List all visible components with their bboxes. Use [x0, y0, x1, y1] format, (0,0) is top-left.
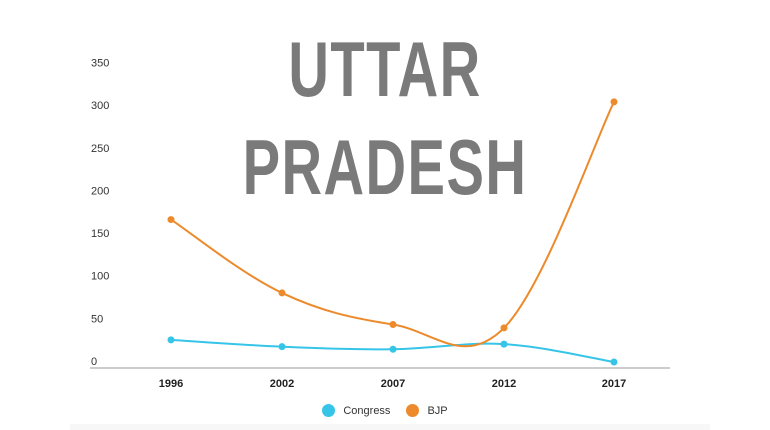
data-point[interactable] — [610, 98, 618, 106]
y-tick-label: 200 — [91, 185, 109, 197]
footer-band — [70, 424, 710, 430]
y-tick-label: 100 — [91, 271, 109, 283]
y-tick-label: 150 — [91, 228, 109, 240]
legend-label: Congress — [343, 404, 391, 417]
x-tick-label: 2002 — [270, 378, 294, 390]
series-lines — [167, 98, 618, 366]
x-tick-label: 2007 — [381, 378, 405, 390]
data-point[interactable] — [167, 216, 175, 224]
x-axis-labels: 1996 2002 2007 2012 2017 — [159, 378, 626, 390]
title-line-1: UTTAR — [288, 25, 482, 113]
x-tick-label: 1996 — [159, 378, 183, 390]
legend-item-congress[interactable]: Congress — [322, 404, 390, 417]
title-line-2: PRADESH — [242, 123, 528, 211]
data-point[interactable] — [500, 340, 508, 348]
y-tick-label: 0 — [91, 356, 97, 368]
y-tick-label: 250 — [91, 143, 109, 155]
data-point[interactable] — [500, 324, 508, 332]
legend-item-bjp[interactable]: BJP — [406, 404, 448, 417]
data-point[interactable] — [278, 289, 286, 297]
bjp-dot-icon — [406, 404, 420, 417]
x-tick-label: 2017 — [602, 378, 626, 390]
y-tick-label: 300 — [91, 100, 109, 112]
y-tick-label: 350 — [91, 57, 109, 69]
y-axis-labels: 0 50 100 150 200 250 300 350 — [91, 57, 109, 368]
y-tick-label: 50 — [91, 313, 103, 325]
data-point[interactable] — [389, 320, 397, 328]
x-tick-label: 2012 — [492, 378, 516, 390]
legend: Congress BJP — [0, 404, 770, 417]
legend-label: BJP — [427, 404, 448, 417]
data-point[interactable] — [278, 343, 286, 351]
series-line-bjp — [170, 101, 615, 348]
congress-dot-icon — [322, 404, 336, 417]
data-point[interactable] — [167, 336, 175, 344]
data-point[interactable] — [389, 345, 397, 353]
data-point[interactable] — [610, 358, 618, 366]
